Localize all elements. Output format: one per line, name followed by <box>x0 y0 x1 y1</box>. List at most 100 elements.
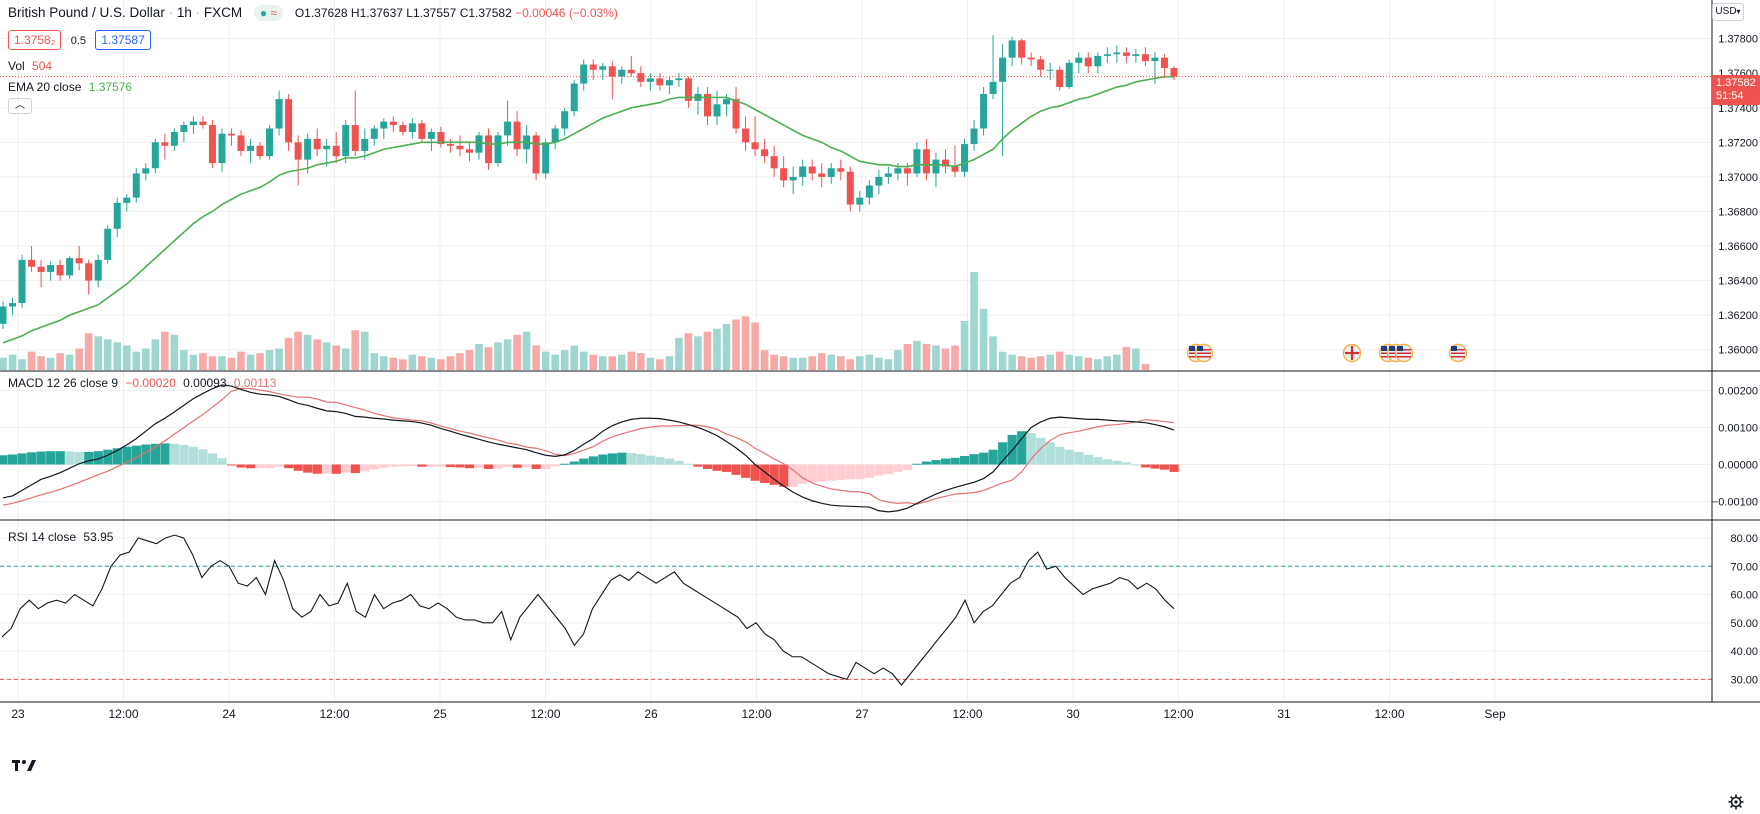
volume-bar <box>932 345 940 370</box>
volume-bar <box>875 357 883 370</box>
candle-body <box>37 266 45 272</box>
rsi-legend[interactable]: RSI 14 close 53.95 <box>8 530 113 544</box>
price-axis-label: 1.36800 <box>1718 206 1758 218</box>
ohlc-high: H1.37637 <box>350 6 403 20</box>
candle-body <box>1151 57 1159 62</box>
volume-bar <box>199 353 207 370</box>
candle-body <box>294 142 302 160</box>
us-flag-stripe <box>1451 356 1465 358</box>
volume-bar <box>913 340 921 370</box>
candle-body <box>323 145 331 150</box>
collapse-legend-button[interactable]: ︿ <box>8 98 32 114</box>
market-status-pill[interactable]: ● ≈ <box>253 5 284 21</box>
volume-bar <box>694 336 702 370</box>
macd-histogram-bar <box>664 458 675 465</box>
volume-bar <box>618 354 626 370</box>
pane-separators[interactable] <box>0 0 1760 703</box>
event-flag-us[interactable] <box>1394 343 1414 363</box>
volume-legend[interactable]: Vol 504 <box>8 59 52 73</box>
candle-body <box>561 111 569 129</box>
macd-legend[interactable]: MACD 12 26 close 9 −0.00020 0.00093 0.00… <box>8 376 276 390</box>
rsi-axis-label: 40.00 <box>1730 646 1758 658</box>
candle-body <box>627 69 635 74</box>
ema-value: 1.37576 <box>88 80 133 94</box>
macd-histogram-bar <box>474 464 484 468</box>
macd-histogram-bar <box>274 464 284 467</box>
macd-histogram-bar <box>84 451 94 465</box>
macd-histogram-bar <box>1026 433 1036 465</box>
macd-histogram-bar <box>1083 454 1093 465</box>
trade-buttons: 1.3758₂ 0.5 1.37587 <box>8 30 151 50</box>
settings-gear-icon[interactable] <box>1728 794 1744 810</box>
candles[interactable] <box>0 35 1178 329</box>
macd-histogram-bar <box>36 451 46 465</box>
exchange-label: FXCM <box>203 5 243 20</box>
macd-histogram-bar <box>236 464 246 468</box>
candle-body <box>856 197 864 205</box>
volume-bar <box>380 356 388 370</box>
macd-histogram-bar <box>293 464 303 471</box>
volume-bar <box>332 345 340 370</box>
macd-hist-value: −0.00020 <box>125 376 176 390</box>
event-flag-uk[interactable] <box>1342 343 1362 363</box>
macd-histogram-bar <box>246 464 256 469</box>
currency-selector[interactable]: USD▾ <box>1712 3 1744 21</box>
macd-histogram-bar <box>645 455 656 465</box>
candle-body <box>513 121 521 150</box>
candle-body <box>961 144 969 172</box>
volume-bar <box>399 359 407 370</box>
volume-bar <box>218 356 226 370</box>
macd-histogram-bar <box>65 451 75 465</box>
macd-histogram-bar <box>998 442 1008 465</box>
candle-body <box>94 259 102 281</box>
ema-legend[interactable]: EMA 20 close 1.37576 <box>8 80 132 94</box>
volume-bar <box>656 359 664 370</box>
macd-histogram-bar <box>960 455 970 465</box>
volume-bar <box>598 356 607 370</box>
ema-line <box>2 75 1174 344</box>
macd-histogram-bar <box>855 464 865 480</box>
sell-button[interactable]: 1.3758₂ <box>8 30 62 50</box>
tradingview-logo[interactable] <box>10 756 38 774</box>
volume-bar <box>951 345 959 370</box>
macd-signal-line <box>2 387 1175 506</box>
time-axis-label: 23 <box>11 707 25 721</box>
volume-bar <box>341 348 350 370</box>
volume-bar <box>132 351 141 370</box>
volume-bar <box>503 339 512 370</box>
candle-body <box>846 171 854 205</box>
macd-histogram-bar <box>388 464 399 467</box>
volume-bar <box>884 359 893 370</box>
macd-histogram-bar <box>893 464 903 472</box>
symbol-title[interactable]: British Pound / U.S. Dollar <box>8 5 165 20</box>
time-axis-label: 25 <box>433 707 447 721</box>
event-flag-us[interactable] <box>1194 343 1214 363</box>
symbol-legend[interactable]: British Pound / U.S. Dollar · 1h · FXCM … <box>8 5 618 21</box>
candle-body <box>256 145 264 157</box>
volume-bar <box>922 343 931 370</box>
event-flag-us[interactable] <box>1448 343 1468 363</box>
volume-bar <box>541 351 550 370</box>
candle-body <box>637 73 645 82</box>
economic-events[interactable] <box>1186 343 1468 363</box>
candle-body <box>1113 52 1121 55</box>
macd-histogram-bar <box>760 464 770 483</box>
ohlc-open: O1.37628 <box>294 6 348 20</box>
rsi-label: RSI 14 close <box>8 530 77 544</box>
macd-histogram-bar <box>331 464 341 474</box>
volume-bar <box>589 354 598 370</box>
candle-body <box>408 123 416 132</box>
volume-bar <box>370 353 379 370</box>
buy-button[interactable]: 1.37587 <box>95 30 151 50</box>
macd-histogram-bar <box>17 453 27 465</box>
macd-histogram-bar <box>912 463 922 465</box>
volume-bar <box>894 350 902 370</box>
volume-bar <box>532 345 540 370</box>
macd-axis-label: 0.00200 <box>1718 386 1758 398</box>
candle-body <box>266 128 274 157</box>
candle-body <box>237 135 245 151</box>
macd-histogram-bar <box>350 464 360 474</box>
macd-histogram-bar <box>550 464 560 467</box>
volume-bar <box>475 343 483 370</box>
